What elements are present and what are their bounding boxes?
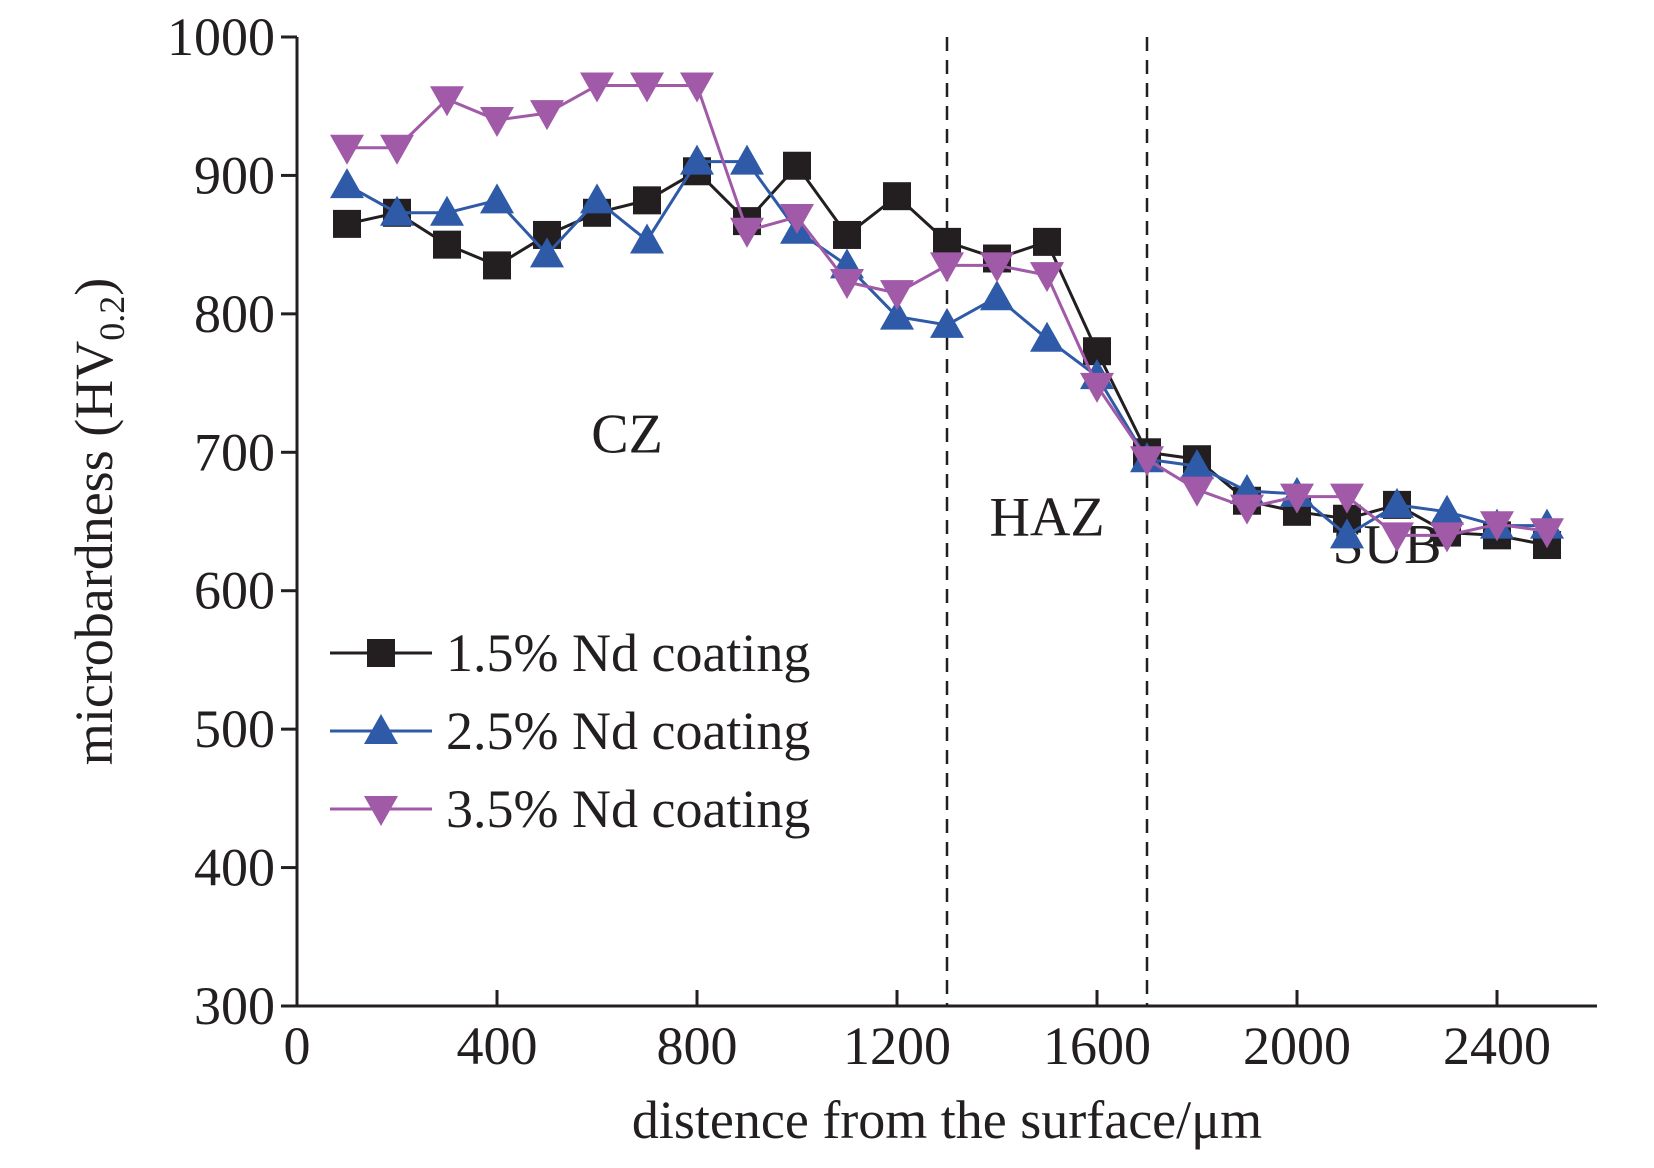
series-3-point-0 [330, 134, 364, 165]
series-2-point-14 [1030, 321, 1064, 352]
series-2-point-3 [480, 183, 514, 214]
zone-label-haz: HAZ [989, 486, 1104, 548]
y-tick-label-4: 700 [194, 422, 275, 482]
series-2-point-20 [1330, 518, 1364, 549]
y-tick-label-0: 300 [194, 976, 275, 1036]
series-1-point-2 [433, 230, 461, 259]
legend-label-3: 3.5% Nd coating [446, 779, 810, 839]
y-axis-title-subscript: 0.2 [92, 296, 132, 341]
y-tick-label-2: 500 [194, 699, 275, 759]
x-tick-label-5: 2000 [1243, 1016, 1351, 1076]
series-3-point-19 [1280, 483, 1314, 514]
series-3-point-11 [880, 280, 914, 311]
series-3-point-2 [430, 86, 464, 117]
legend-item-3: 3.5% Nd coating [330, 779, 810, 839]
series-3-point-9 [780, 203, 814, 234]
legend-marker-2 [364, 714, 398, 744]
legend-marker-1 [367, 639, 395, 667]
series-3-point-24 [1530, 518, 1564, 549]
x-tick-label-6: 2400 [1443, 1016, 1551, 1076]
x-axis-title: distence from the surface/μm [632, 1090, 1262, 1150]
series-1-point-6 [633, 186, 661, 215]
series-3-point-20 [1330, 483, 1364, 514]
series-3-point-8 [730, 217, 764, 248]
series-2-point-8 [730, 144, 764, 175]
legend-item-1: 1.5% Nd coating [330, 623, 810, 683]
series-1-point-3 [483, 251, 511, 280]
series-3-point-14 [1030, 262, 1064, 293]
series-1-point-9 [783, 151, 811, 180]
legend: 1.5% Nd coating 2.5% Nd coating 3.5% Nd co… [330, 623, 810, 839]
y-tick-label-6: 900 [194, 145, 275, 205]
series-1-point-10 [833, 220, 861, 249]
series-2-point-0 [330, 168, 364, 199]
axes-layer: 300 400 500 600 700 800 900 1000 0 400 800 1200 1600… [64, 7, 1597, 1150]
series-3 [330, 72, 1564, 553]
series-3-point-17 [1180, 476, 1214, 507]
x-tick-label-0: 0 [284, 1016, 311, 1076]
series-2 [330, 144, 1564, 549]
series-3-point-12 [930, 252, 964, 283]
series-1-point-14 [1033, 227, 1061, 256]
y-tick-label-1: 400 [194, 838, 275, 898]
series-3-point-23 [1480, 511, 1514, 542]
series-3-point-18 [1230, 494, 1264, 525]
y-tick-label-3: 600 [194, 561, 275, 621]
series-3-point-6 [630, 72, 664, 103]
series-2-point-21 [1380, 487, 1414, 518]
legend-label-2: 2.5% Nd coating [446, 701, 810, 761]
series-2-point-5 [580, 183, 614, 214]
series-3-point-1 [380, 134, 414, 165]
series-3-point-15 [1080, 372, 1114, 403]
y-axis-title-main: microbardness (HV [64, 341, 124, 765]
series-layer [330, 72, 1564, 560]
zone-label-cz: CZ [591, 403, 663, 465]
series-2-point-7 [680, 144, 714, 175]
series-2-point-1 [380, 195, 414, 226]
series-1-point-11 [883, 182, 911, 211]
series-3-point-5 [580, 72, 614, 103]
y-axis-title-close: ) [64, 278, 124, 296]
x-tick-label-1: 400 [457, 1016, 538, 1076]
series-2-point-11 [880, 299, 914, 330]
series-1-point-12 [933, 227, 961, 256]
series-3-point-21 [1380, 522, 1414, 553]
legend-label-1: 1.5% Nd coating [446, 623, 810, 683]
series-2-point-4 [530, 237, 564, 268]
legend-marker-3 [364, 796, 398, 826]
y-axis-title: microbardness (HV0.2) [64, 278, 132, 765]
series-2-point-6 [630, 223, 664, 254]
y-tick-label-5: 800 [194, 284, 275, 344]
series-2-point-17 [1180, 449, 1214, 480]
series-3-point-22 [1430, 522, 1464, 553]
legend-item-2: 2.5% Nd coating [330, 701, 810, 761]
series-3-point-7 [680, 72, 714, 103]
series-1-point-0 [333, 209, 361, 238]
series-3-point-10 [830, 269, 864, 300]
series-3-point-13 [980, 252, 1014, 283]
series-3-point-16 [1130, 446, 1164, 477]
series-2-point-13 [980, 280, 1014, 311]
x-tick-label-4: 1600 [1043, 1016, 1151, 1076]
series-3-point-3 [480, 107, 514, 138]
x-tick-label-2: 800 [657, 1016, 738, 1076]
series-2-point-2 [430, 195, 464, 226]
x-tick-label-3: 1200 [843, 1016, 951, 1076]
series-3-point-4 [530, 100, 564, 131]
series-2-point-12 [930, 307, 964, 338]
series-2-point-22 [1430, 494, 1464, 525]
y-tick-label-7: 1000 [167, 7, 275, 67]
